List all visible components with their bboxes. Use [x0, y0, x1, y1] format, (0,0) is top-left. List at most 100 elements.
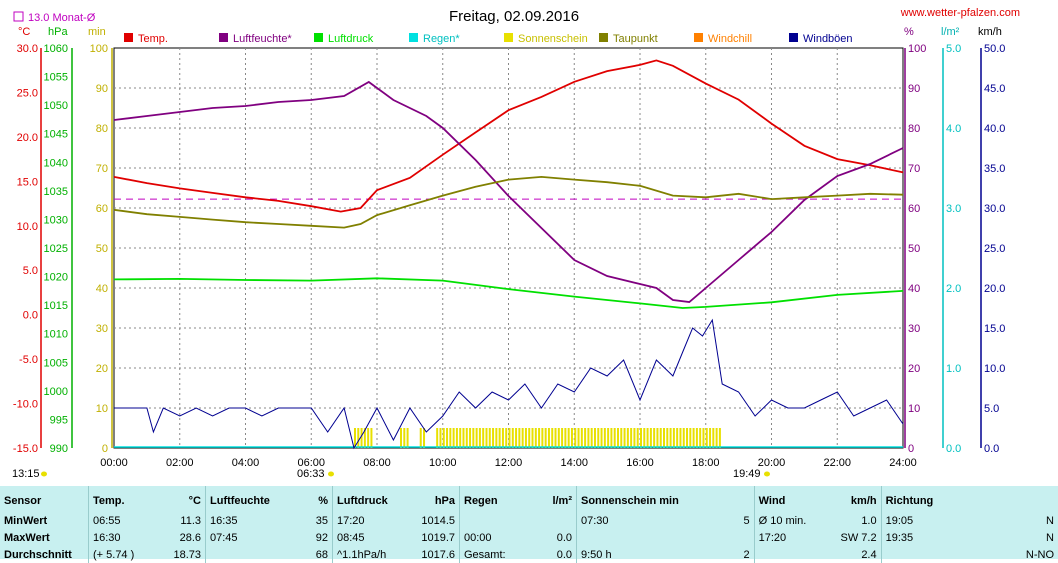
- table-header: km/h: [850, 495, 877, 507]
- sunshine-bar: [436, 428, 439, 448]
- sunshine-bar: [524, 428, 527, 448]
- y-tick-label: 35.0: [984, 163, 1005, 175]
- table-cell: [753, 546, 833, 563]
- legend-entry: Regen*: [423, 33, 460, 45]
- table-header: %: [318, 495, 328, 507]
- table-cell: [880, 546, 970, 563]
- sunshine-bar: [439, 428, 442, 448]
- sunshine-bar: [363, 428, 366, 448]
- y-tick-label: 30.0: [17, 43, 38, 55]
- y-tick-label: -10.0: [13, 399, 38, 411]
- sunshine-bar: [403, 428, 406, 448]
- sunset-icon: [764, 471, 770, 477]
- y-tick-label: 1000: [44, 386, 68, 398]
- sunshine-bar: [567, 428, 570, 448]
- table-cell: 1014.5: [421, 514, 455, 527]
- y-tick-label: 15.0: [17, 176, 38, 188]
- table-header: Sonnenschein min: [576, 486, 755, 512]
- y-tick-label: 45.0: [984, 83, 1005, 95]
- sunshine-bar: [574, 428, 577, 448]
- table-cell: 1017.6: [421, 548, 455, 561]
- table-cell: 92: [315, 531, 328, 544]
- table-header: Luftfeuchte: [205, 486, 284, 512]
- y-tick-label: 3.0: [946, 203, 961, 215]
- weather-chart: Freitag, 02.09.2016 www.wetter-pfalzen.c…: [12, 7, 1020, 480]
- series-line-temp: [113, 59, 904, 213]
- y-tick-label: 90: [96, 83, 108, 95]
- y-tick-label: 4.0: [946, 123, 961, 135]
- y-tick-label: 30: [96, 323, 108, 335]
- y-tick-label: 70: [908, 163, 920, 175]
- unit-min: min: [88, 26, 106, 38]
- sunshine-bar: [515, 428, 518, 448]
- legend-swatch: [409, 33, 418, 42]
- sunshine-bar: [544, 428, 547, 448]
- y-tick-label: 0: [102, 443, 108, 455]
- monat-icon: [13, 11, 24, 22]
- sunshine-bar: [511, 428, 514, 448]
- sunshine-bar: [455, 428, 458, 448]
- table-header: °C: [188, 495, 201, 507]
- table-cell: 17:20: [753, 529, 833, 546]
- y-tick-label: 20: [908, 363, 920, 375]
- table-cell: 19:35: [880, 529, 970, 546]
- legend-entry: Windchill: [708, 33, 752, 45]
- sunshine-bar: [564, 428, 567, 448]
- sunshine-bar: [475, 428, 478, 448]
- sunshine-bar: [600, 428, 603, 448]
- sunshine-bar: [702, 428, 705, 448]
- y-tick-label: 100: [90, 43, 108, 55]
- unit-kmh: km/h: [978, 26, 1002, 38]
- y-tick-label: 1045: [44, 129, 68, 141]
- x-tick-label: 00:00: [100, 457, 128, 469]
- legend-swatch: [219, 33, 228, 42]
- sunshine-bar: [538, 428, 541, 448]
- y-tick-label: 90: [908, 83, 920, 95]
- sunshine-bar: [610, 428, 613, 448]
- y-tick-label: -15.0: [13, 443, 38, 455]
- y-tick-label: 40.0: [984, 123, 1005, 135]
- sunshine-bar: [587, 428, 590, 448]
- series-line-gusts: [114, 318, 904, 450]
- legend-entry: Temp.: [138, 33, 168, 45]
- y-tick-label: 990: [50, 443, 68, 455]
- unit-celsius: °C: [18, 26, 30, 38]
- x-tick-label: 20:00: [758, 457, 786, 469]
- sunshine-bar: [689, 428, 692, 448]
- unit-hpa: hPa: [48, 26, 68, 38]
- y-tick-label: 10.0: [984, 363, 1005, 375]
- sunshine-bar: [630, 428, 633, 448]
- table-cell: 18.73: [173, 548, 201, 561]
- sunshine-bar: [528, 428, 531, 448]
- sunshine-bar: [501, 428, 504, 448]
- axes: 30.0 25.0 20.0 15.0 10.0 5.0 0.0 -5.0 -10.0 -15.0…: [13, 43, 1006, 455]
- table-cell: 16:30: [88, 529, 147, 546]
- table-cell: 19:05: [880, 512, 970, 529]
- y-tick-label: 1020: [44, 272, 68, 284]
- sunshine-bar: [686, 428, 689, 448]
- sunshine-bar: [492, 428, 495, 448]
- table-header: hPa: [434, 495, 455, 507]
- legend-swatch: [789, 33, 798, 42]
- sunshine-bar: [442, 428, 445, 448]
- y-tick-label: 5.0: [984, 403, 999, 415]
- table-cell: 2.4: [861, 548, 877, 561]
- sunshine-bar: [478, 428, 481, 448]
- table-cell: Gesamt:: [459, 546, 528, 563]
- sunshine-bar: [400, 428, 403, 448]
- y-tick-label: 2.0: [946, 283, 961, 295]
- y-tick-label: 5.0: [946, 43, 961, 55]
- y-tick-label: 25.0: [17, 87, 38, 99]
- sunrise-icon: [328, 471, 334, 477]
- table-cell: (+ 5.74 ): [88, 546, 147, 563]
- table-header: Regen: [459, 486, 528, 512]
- sunshine-bar: [712, 428, 715, 448]
- sunshine-bar: [482, 428, 485, 448]
- sunshine-bar: [718, 428, 721, 448]
- table-cell: 00:00: [459, 529, 528, 546]
- table-cell: [575, 529, 706, 546]
- table-cell: [205, 546, 284, 563]
- x-tick-label: 16:00: [626, 457, 654, 469]
- sunshine-bar: [593, 428, 596, 448]
- y-tick-label: 1015: [44, 300, 68, 312]
